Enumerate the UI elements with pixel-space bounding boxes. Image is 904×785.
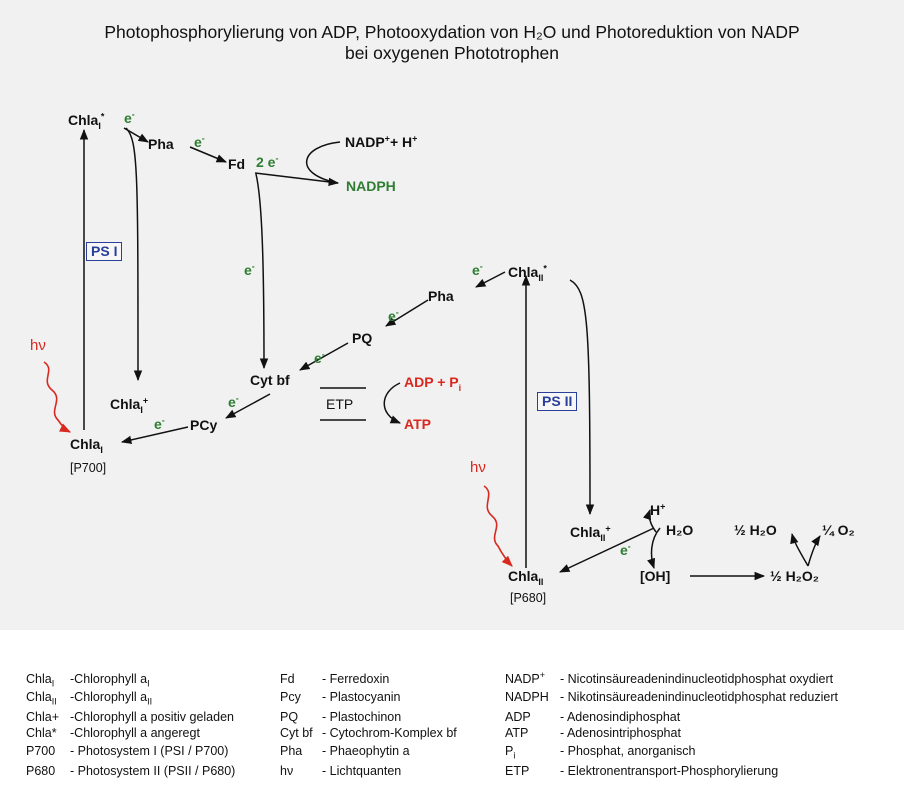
legend-abbr: Cyt bf [280,726,313,740]
electron-label: e- [472,261,483,278]
ps2-box: PS II [537,392,578,411]
water: H₂O [666,522,694,538]
legend-desc: - Photosystem I (PSI / P700) [70,744,229,758]
electron-label: e- [314,349,325,366]
electron-label: e- [244,261,255,278]
legend-desc: - Plastocyanin [322,690,401,704]
plastoquinone: PQ [352,330,373,346]
two-electron-label: 2 e- [256,153,279,170]
legend-abbr: Fd [280,672,295,686]
title-line-1: Photophosphorylierung von ADP, Photooxyd… [104,22,800,42]
legend-desc: - Cytochrom-Komplex bf [322,726,457,740]
legend-abbr: Pha [280,744,303,758]
legend-desc: - Ferredoxin [322,672,390,686]
legend-abbr: P680 [26,764,56,778]
legend-desc: -Chlorophyll a positiv geladen [70,710,234,724]
legend-abbr: ADP [505,710,531,724]
legend-abbr: NADPH [505,690,549,704]
ps1-return-arrow [125,127,143,382]
legend-abbr: Chla+ [26,710,60,724]
chla1-ground: ChlaI [70,436,103,455]
half-water: ½ H₂O [734,522,777,538]
legend-abbr: P700 [26,744,56,758]
title-line-2: bei oxygenen Phototrophen [344,43,560,63]
ps2-return-arrow [569,279,595,516]
arrow-layer [43,127,821,581]
legend-desc: - Photosystem II (PSII / P680) [70,764,236,778]
legend-desc: -Chlorophyll aI [70,672,150,689]
ps2-light-squiggle [483,485,513,567]
legend-desc: - Elektronentransport-Phosphorylierung [560,764,779,778]
legend-abbr: Pcy [280,690,301,704]
ps1-box: PS I [86,242,123,261]
quarter-oxygen: ¼ O₂ [822,522,855,538]
chla2-ground: ChlaII [508,568,544,587]
legend-desc: - Lichtquanten [322,764,402,778]
chla1-excited: ChlaI* [68,111,105,131]
legend-desc: - Phosphat, anorganisch [560,744,696,758]
legend-desc: - Adenosintriphosphat [560,726,681,740]
ps1-light-squiggle [43,361,72,433]
chla1-positive: ChlaI+ [110,395,149,415]
electron-label: e- [388,307,399,324]
pha-ps2: Pha [428,288,454,304]
atp-synthesis-curve [383,382,401,424]
p680-label: [P680] [510,591,547,605]
chla2-positive: ChlaII+ [570,523,611,543]
legend-desc: - Plastochinon [322,710,402,724]
legend-abbr: Chla* [26,726,57,740]
plastocyanin: PCy [190,417,218,433]
legend-abbr: NADP+ [505,669,545,686]
hv-ps1: hν [30,337,46,354]
nadp-reduction-curve [305,141,341,184]
legend-desc: -Chlorophyll aII [70,690,153,707]
legend-desc: - Adenosindiphosphat [560,710,681,724]
legend-desc: - Phaeophytin a [322,744,410,758]
nadph: NADPH [346,178,396,194]
legend-abbr: PQ [280,710,299,724]
legend-abbr: ChlaI [26,672,55,689]
electron-label: e- [194,133,205,150]
electron-label: e- [124,109,135,126]
legend-abbr: ETP [505,764,530,778]
hydroxyl: [OH] [640,568,671,584]
legend-desc: - Nikotinsäureadenindinucleotidphosphat … [560,690,838,704]
chla2-excited: ChlaII* [508,263,547,283]
p700-label: [P700] [70,461,107,475]
hv-ps2: hν [470,459,486,476]
legend-desc: - Nicotinsäureadenindinucleotidphosphat … [560,672,834,686]
legend-abbr: Pi [505,744,516,761]
electron-label: e- [620,541,631,558]
diagram-background [0,0,904,630]
legend-abbr: ATP [505,726,529,740]
nadp-plus-h: NADP++ H+ [345,133,418,150]
etp-label: ETP [326,396,354,412]
ferredoxin: Fd [228,156,246,172]
half-peroxide: ½ H₂O₂ [770,568,820,584]
legend-abbr: hν [280,764,294,778]
electron-label: e- [228,393,239,410]
h-plus: H+ [650,501,666,518]
legend-desc: -Chlorophyll a angeregt [70,726,200,740]
pha-ps1: Pha [148,136,174,152]
cytochrome-bf: Cyt bf [250,372,290,388]
electron-label: e- [154,415,165,432]
atp: ATP [404,416,431,432]
legend-abbr: ChlaII [26,690,57,707]
adp-plus-pi: ADP + Pi [404,374,462,393]
